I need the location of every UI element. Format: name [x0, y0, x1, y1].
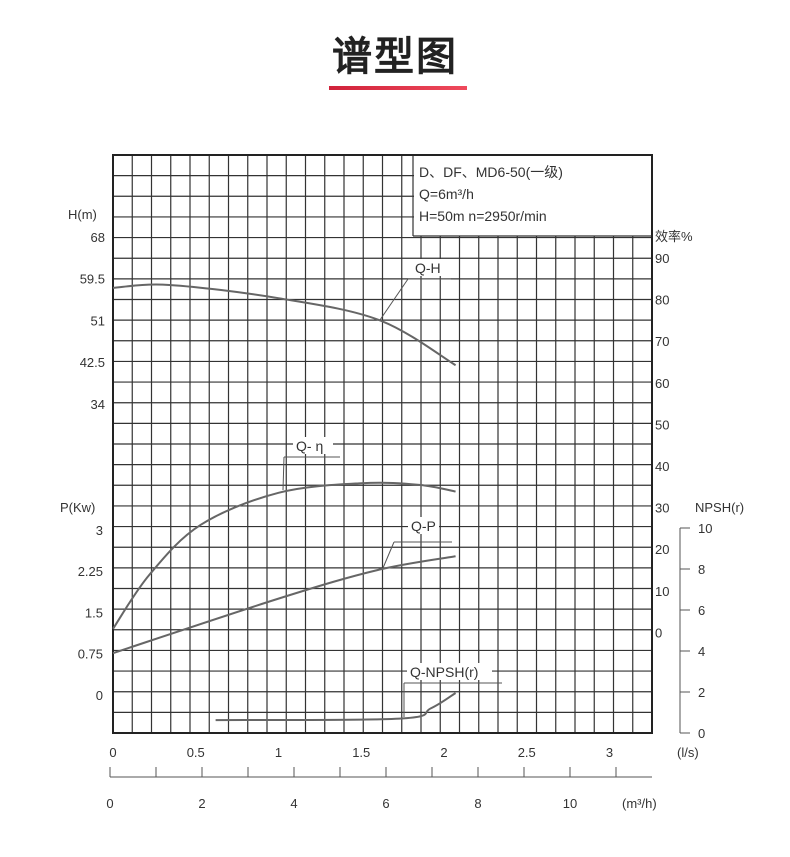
- curve-label-bg: [407, 663, 492, 680]
- leader-line: [282, 456, 285, 491]
- p-tick-label: 0.75: [78, 647, 103, 662]
- info-text: D、DF、MD6-50(一级): [419, 164, 563, 180]
- x2-axis-label: (m³/h): [622, 796, 657, 811]
- x-tick-label: 2.5: [518, 745, 536, 760]
- x2-tick-label: 2: [198, 796, 205, 811]
- leader-line: [379, 278, 409, 321]
- npsh-tick-label: 6: [698, 603, 705, 618]
- x-tick-label: 2: [440, 745, 447, 760]
- p-tick-label: 3: [96, 523, 103, 538]
- x2-tick-label: 0: [106, 796, 113, 811]
- eff-axis-label: 效率%: [655, 229, 693, 244]
- x-tick-label: 0.5: [187, 745, 205, 760]
- leader-line: [382, 541, 395, 569]
- curve-label: Q-NPSH(r): [410, 664, 478, 680]
- eff-tick-label: 40: [655, 459, 669, 474]
- x-axis-label: (l/s): [677, 745, 699, 760]
- info-text: Q=6m³/h: [419, 186, 474, 202]
- h-tick-label: 42.5: [80, 355, 105, 370]
- curve-label: Q-H: [415, 260, 441, 276]
- eff-tick-label: 60: [655, 376, 669, 391]
- curve-label: Q-P: [411, 518, 436, 534]
- plot-frame: [112, 154, 653, 734]
- npsh-tick-label: 8: [698, 562, 705, 577]
- npsh-tick-label: 0: [698, 726, 705, 741]
- npsh-tick-label: 10: [698, 521, 712, 536]
- h-tick-label: 34: [91, 397, 105, 412]
- eff-tick-label: 30: [655, 501, 669, 516]
- p-axis-label: P(Kw): [60, 500, 95, 515]
- curve-qh: [112, 283, 457, 367]
- x2-tick-label: 8: [474, 796, 481, 811]
- npsh-axis-label: NPSH(r): [695, 500, 744, 515]
- npsh-tick-label: 2: [698, 685, 705, 700]
- eff-tick-label: 0: [655, 625, 662, 640]
- x-tick-label: 3: [606, 745, 613, 760]
- p-tick-label: 2.25: [78, 564, 103, 579]
- curve-label-bg: [412, 259, 443, 276]
- curve-qnpshr: [215, 692, 457, 722]
- h-tick-label: 68: [91, 230, 105, 245]
- curve-label-bg: [408, 517, 439, 534]
- eff-tick-label: 70: [655, 334, 669, 349]
- x-tick-label: 0: [109, 745, 116, 760]
- title-underline: [329, 86, 467, 90]
- info-box: [414, 156, 651, 236]
- x2-tick-label: 4: [290, 796, 297, 811]
- curve-label-bg: [293, 437, 333, 454]
- x-tick-label: 1.5: [352, 745, 370, 760]
- curve-qp: [112, 555, 456, 655]
- page-title: 谱型图: [332, 34, 458, 80]
- p-tick-label: 0: [96, 688, 103, 703]
- p-tick-label: 1.5: [85, 605, 103, 620]
- eff-tick-label: 50: [655, 417, 669, 432]
- x2-tick-label: 6: [382, 796, 389, 811]
- info-text: H=50m n=2950r/min: [419, 208, 547, 224]
- x-tick-label: 1: [275, 745, 282, 760]
- curve-q: [112, 481, 456, 630]
- x2-tick-label: 10: [563, 796, 577, 811]
- npsh-tick-label: 4: [698, 644, 705, 659]
- eff-tick-label: 90: [655, 251, 669, 266]
- h-tick-label: 59.5: [80, 272, 105, 287]
- h-tick-label: 51: [91, 313, 105, 328]
- h-axis-label: H(m): [68, 207, 97, 222]
- eff-tick-label: 20: [655, 542, 669, 557]
- curve-label: Q- η: [296, 438, 323, 454]
- eff-tick-label: 10: [655, 584, 669, 599]
- eff-tick-label: 80: [655, 293, 669, 308]
